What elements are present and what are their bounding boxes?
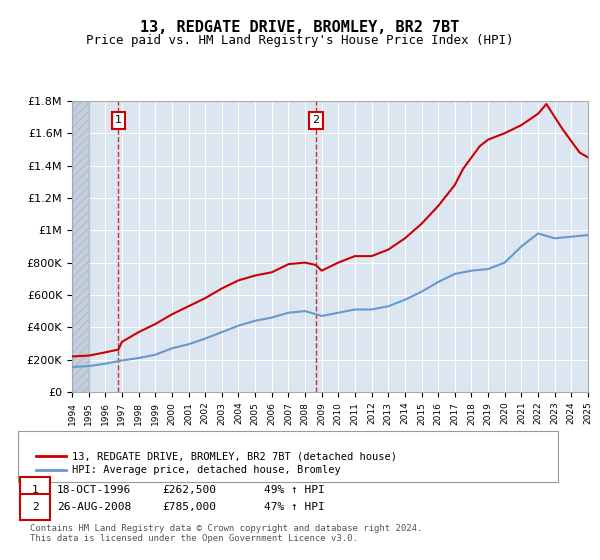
Text: £785,000: £785,000 bbox=[162, 502, 216, 512]
Text: 2: 2 bbox=[312, 115, 319, 125]
Text: 1: 1 bbox=[115, 115, 122, 125]
Text: 13, REDGATE DRIVE, BROMLEY, BR2 7BT (detached house): 13, REDGATE DRIVE, BROMLEY, BR2 7BT (det… bbox=[72, 451, 397, 461]
Text: HPI: Average price, detached house, Bromley: HPI: Average price, detached house, Brom… bbox=[72, 465, 341, 475]
Text: 49% ↑ HPI: 49% ↑ HPI bbox=[264, 485, 325, 495]
Text: 47% ↑ HPI: 47% ↑ HPI bbox=[264, 502, 325, 512]
Text: 2: 2 bbox=[32, 502, 39, 512]
Text: Contains HM Land Registry data © Crown copyright and database right 2024.
This d: Contains HM Land Registry data © Crown c… bbox=[30, 524, 422, 543]
Text: 1: 1 bbox=[32, 485, 39, 495]
Text: 13, REDGATE DRIVE, BROMLEY, BR2 7BT: 13, REDGATE DRIVE, BROMLEY, BR2 7BT bbox=[140, 20, 460, 35]
Bar bbox=[72, 101, 89, 392]
Text: 18-OCT-1996: 18-OCT-1996 bbox=[57, 485, 131, 495]
Text: Price paid vs. HM Land Registry's House Price Index (HPI): Price paid vs. HM Land Registry's House … bbox=[86, 34, 514, 46]
Text: £262,500: £262,500 bbox=[162, 485, 216, 495]
Text: 26-AUG-2008: 26-AUG-2008 bbox=[57, 502, 131, 512]
